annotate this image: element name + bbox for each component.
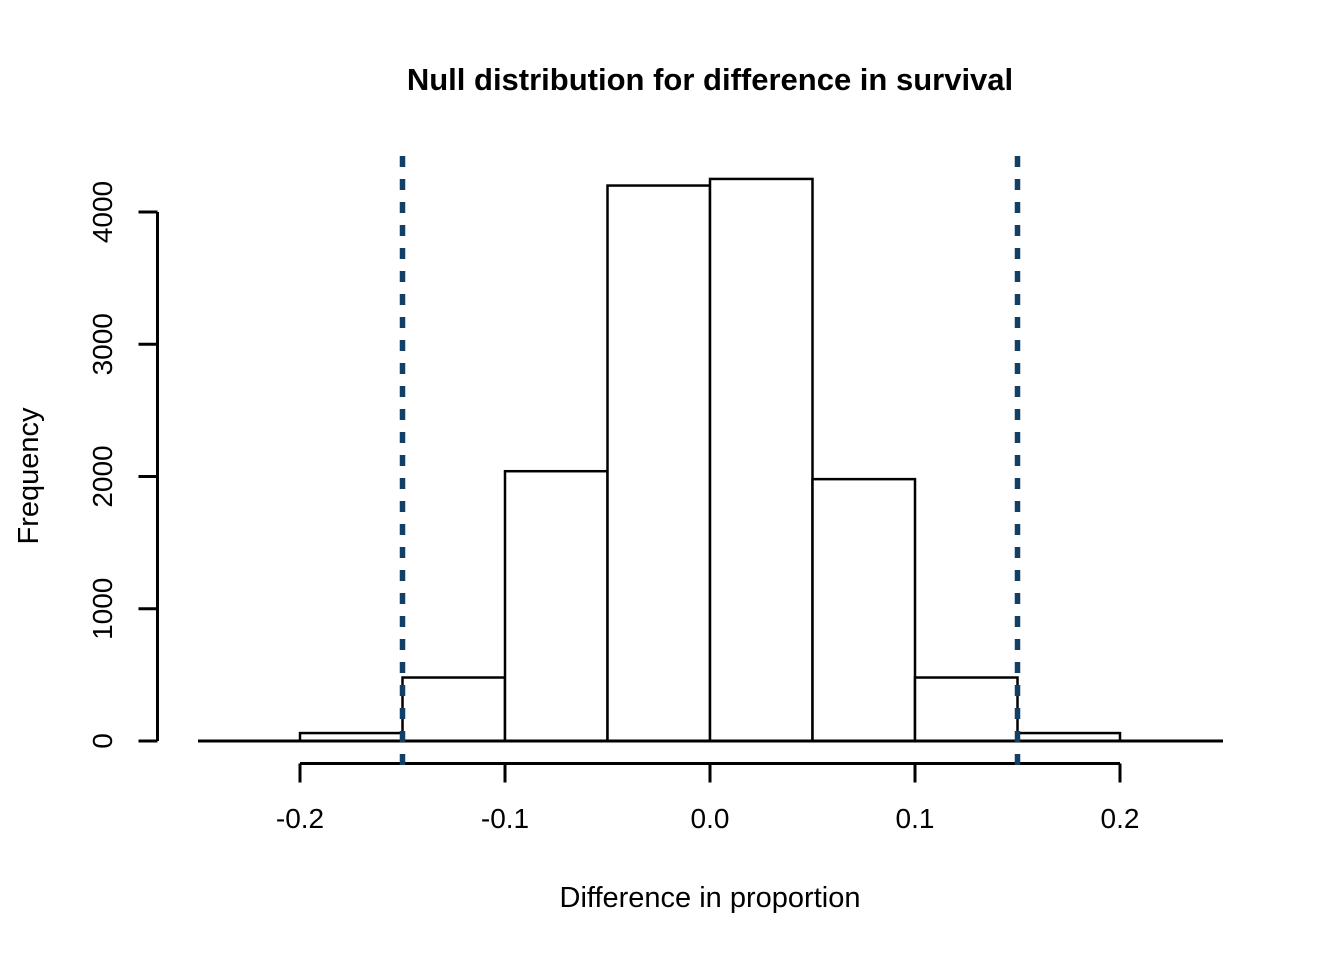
histogram-bar [606,184,712,743]
histogram-bar [913,676,1019,743]
x-tick-label: -0.2 [276,803,324,834]
x-tick-label: -0.1 [481,803,529,834]
y-tick-label: 3000 [87,313,118,375]
x-tick-label: 0.2 [1101,803,1140,834]
x-tick-label: 0.1 [896,803,935,834]
histogram-bar [401,676,507,743]
histogram-bar [708,177,814,743]
histogram-bar [811,477,917,743]
y-tick-label: 4000 [87,181,118,243]
y-tick-label: 0 [87,733,118,749]
x-axis-label: Difference in proportion [560,882,861,914]
x-tick-label: 0.0 [691,803,730,834]
chart-axes: -0.2 -0.1 0.0 0.1 0.2 0 1000 2000 3000 4000 [87,181,1223,834]
histogram-bars [298,177,1122,743]
y-axis-label: Frequency [13,407,45,545]
y-tick-label: 2000 [87,445,118,507]
y-tick-label: 1000 [87,578,118,640]
chart-title: Null distribution for difference in surv… [407,62,1013,97]
threshold-vlines [399,156,1021,772]
histogram-bar [503,469,609,743]
